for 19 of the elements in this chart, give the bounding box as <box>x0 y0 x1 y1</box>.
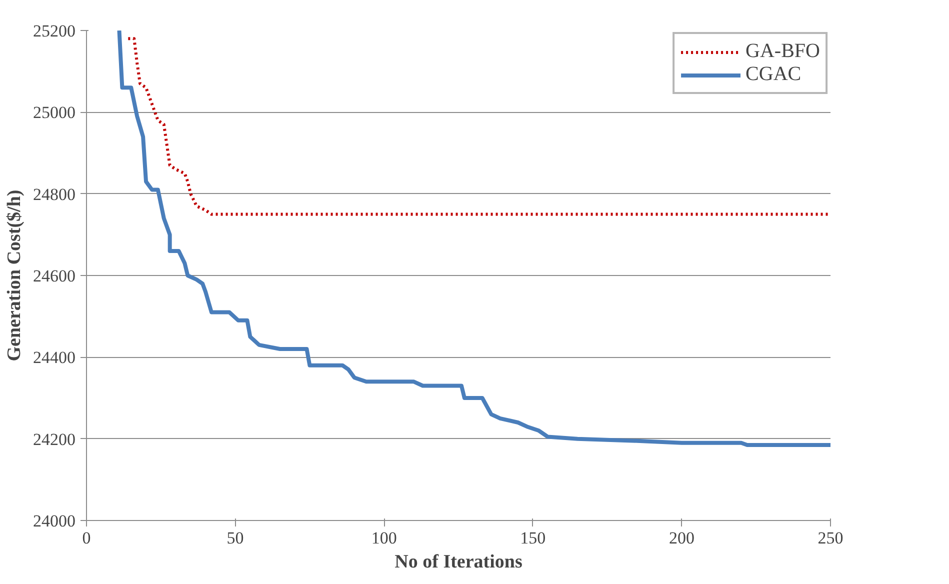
y-tick-label: 25000 <box>33 103 76 122</box>
y-tick-label: 24800 <box>33 184 76 204</box>
y-axis-title: Generation Cost($/h) <box>4 190 25 362</box>
legend-label: GA-BFO <box>746 40 820 63</box>
line-series <box>117 30 830 447</box>
y-tick-label: 25200 <box>33 22 76 40</box>
legend-label: CGAC <box>746 63 802 86</box>
x-tick-label: 50 <box>226 528 244 548</box>
y-tick-label: 24400 <box>33 348 76 368</box>
x-tick-label: 200 <box>668 528 694 548</box>
y-tick-label: 24000 <box>33 512 76 530</box>
x-axis-title: No of Iterations <box>394 552 522 572</box>
y-tick-label: 24200 <box>33 430 76 449</box>
x-tick-label: 0 <box>82 528 91 548</box>
x-tick-label: 250 <box>818 528 844 548</box>
y-tick-label: 24600 <box>33 266 76 286</box>
x-tick-label: 150 <box>520 528 546 548</box>
line-series <box>126 37 830 216</box>
x-tick-label: 100 <box>371 528 397 548</box>
